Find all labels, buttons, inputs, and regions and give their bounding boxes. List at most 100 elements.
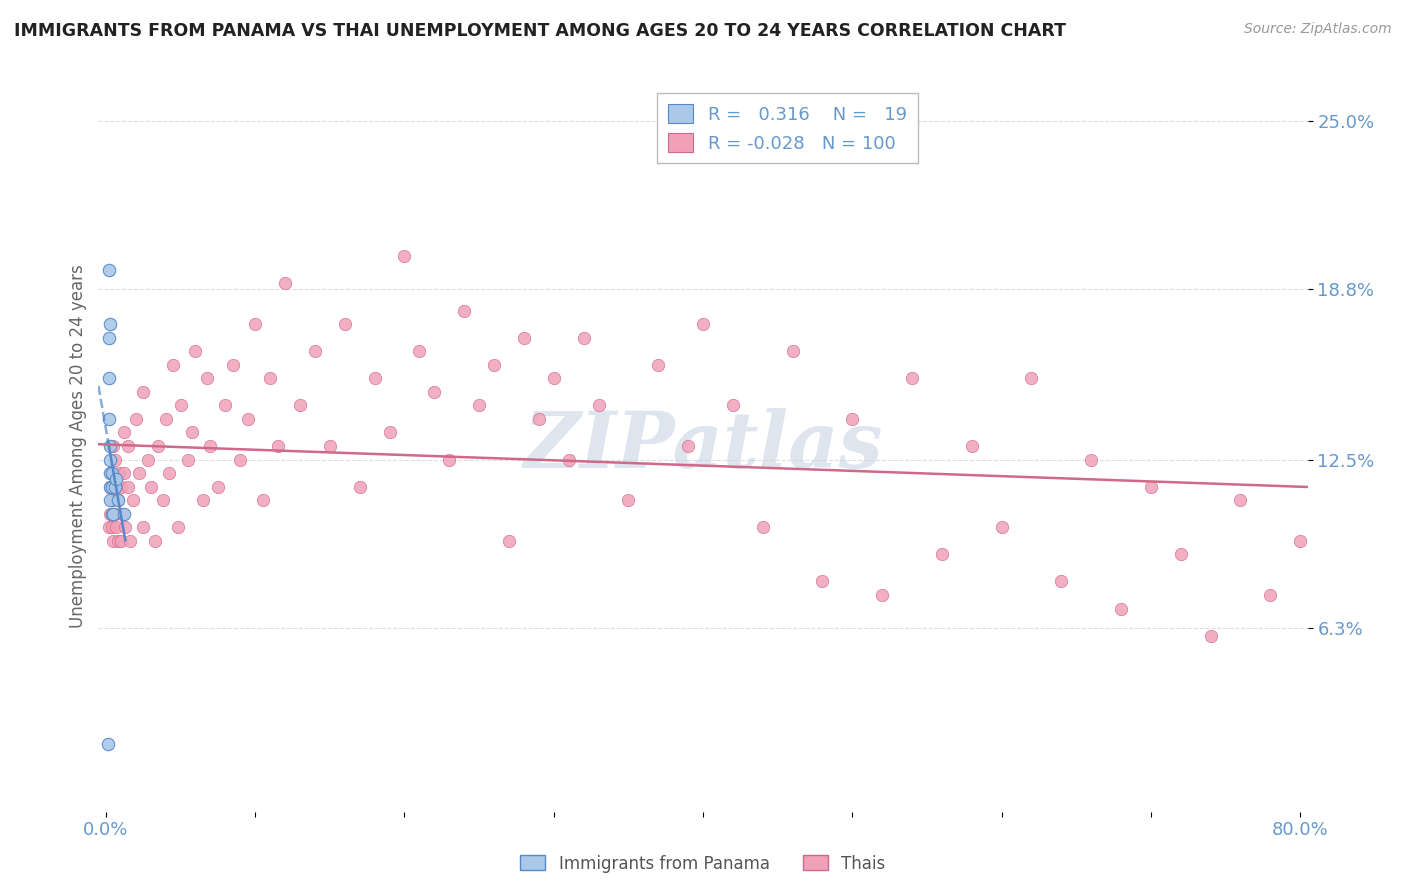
Point [1199,629,1222,643]
Point [811,574,834,589]
Point [274,277,297,291]
Point [408,344,430,359]
Point [647,358,669,372]
Point [97,331,120,345]
Point [110,480,132,494]
Point [97,520,120,534]
Point [139,480,162,494]
Point [181,425,204,440]
Text: IMMIGRANTS FROM PANAMA VS THAI UNEMPLOYMENT AMONG AGES 20 TO 24 YEARS CORRELATIO: IMMIGRANTS FROM PANAMA VS THAI UNEMPLOYM… [14,22,1066,40]
Point [103,439,125,453]
Point [1289,533,1312,548]
Point [1140,480,1163,494]
Point [97,412,120,426]
Point [468,398,491,412]
Point [155,412,177,426]
Point [751,520,773,534]
Point [101,466,124,480]
Point [222,358,245,372]
Point [110,533,132,548]
Point [617,493,640,508]
Point [870,588,893,602]
Point [105,520,128,534]
Point [146,439,169,453]
Legend: Immigrants from Panama, Thais: Immigrants from Panama, Thais [513,848,893,880]
Point [931,547,953,561]
Point [333,317,356,331]
Point [363,371,385,385]
Point [482,358,505,372]
Point [252,493,274,508]
Point [1109,601,1132,615]
Point [498,533,520,548]
Text: ZIPatlas: ZIPatlas [523,408,883,484]
Point [288,398,311,412]
Point [990,520,1012,534]
Point [841,412,863,426]
Point [721,398,744,412]
Point [98,507,121,521]
Point [157,466,180,480]
Point [152,493,174,508]
Point [132,520,155,534]
Point [97,737,120,751]
Point [782,344,804,359]
Point [101,480,124,494]
Point [259,371,281,385]
Point [104,507,127,521]
Point [1258,588,1281,602]
Point [960,439,983,453]
Point [349,480,371,494]
Point [98,439,121,453]
Point [1170,547,1192,561]
Point [107,493,129,508]
Point [243,317,266,331]
Point [117,480,139,494]
Point [121,493,143,508]
Point [125,412,148,426]
Point [543,371,565,385]
Point [236,412,259,426]
Point [214,398,236,412]
Point [453,303,475,318]
Point [394,249,416,263]
Point [107,533,129,548]
Point [177,452,200,467]
Point [103,507,125,521]
Point [1021,371,1043,385]
Point [105,480,128,494]
Point [117,439,139,453]
Point [207,480,229,494]
Point [97,263,120,277]
Point [101,507,124,521]
Point [112,425,135,440]
Point [111,507,134,521]
Point [378,425,401,440]
Point [513,331,536,345]
Y-axis label: Unemployment Among Ages 20 to 24 years: Unemployment Among Ages 20 to 24 years [69,264,87,628]
Point [98,452,121,467]
Point [136,452,159,467]
Point [200,439,222,453]
Point [1080,452,1102,467]
Point [143,533,166,548]
Point [1229,493,1251,508]
Point [128,466,150,480]
Point [439,452,461,467]
Point [104,452,127,467]
Point [527,412,550,426]
Point [304,344,326,359]
Point [98,466,121,480]
Point [191,493,214,508]
Point [266,439,288,453]
Point [557,452,579,467]
Point [588,398,610,412]
Point [162,358,184,372]
Point [229,452,252,467]
Legend: R =   0.316    N =   19, R = -0.028   N = 100: R = 0.316 N = 19, R = -0.028 N = 100 [657,93,918,163]
Point [103,533,125,548]
Point [319,439,342,453]
Point [197,371,219,385]
Point [98,317,121,331]
Point [98,480,121,494]
